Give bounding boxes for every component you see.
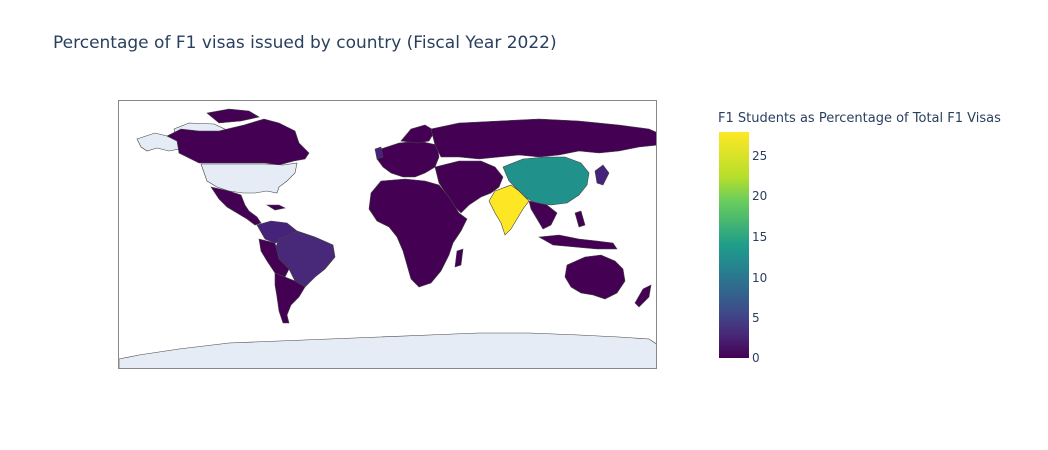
country-scandinavia[interactable] [400, 124, 436, 144]
chart-title: Percentage of F1 visas issued by country… [53, 33, 557, 53]
country-russia[interactable] [430, 118, 657, 160]
world-map[interactable] [118, 100, 657, 369]
country-mexico[interactable] [210, 186, 262, 226]
colorbar [719, 132, 749, 358]
country-africa[interactable] [368, 178, 468, 288]
country-uk[interactable] [374, 146, 384, 160]
country-canada[interactable] [166, 118, 310, 166]
colorbar-tick-15: 15 [752, 230, 768, 244]
country-antarctica[interactable] [119, 332, 657, 369]
country-new-zealand[interactable] [634, 284, 652, 308]
country-argentina[interactable] [274, 272, 306, 324]
country-indonesia[interactable] [538, 234, 618, 250]
country-southeast-asia[interactable] [528, 200, 558, 230]
country-madagascar[interactable] [454, 248, 464, 268]
country-canada-islands[interactable] [206, 108, 260, 124]
colorbar-title: F1 Students as Percentage of Total F1 Vi… [718, 111, 1001, 126]
colorbar-tick-20: 20 [752, 189, 768, 203]
country-india[interactable] [488, 184, 530, 236]
colorbar-tick-25: 25 [752, 149, 768, 163]
colorbar-tick-0: 0 [752, 351, 760, 365]
country-europe[interactable] [376, 140, 440, 178]
country-us-alaska[interactable] [136, 132, 180, 152]
country-usa[interactable] [200, 162, 298, 194]
country-australia[interactable] [564, 254, 626, 300]
country-japan[interactable] [594, 164, 610, 186]
country-caribbean[interactable] [265, 204, 286, 211]
colorbar-tick-10: 10 [752, 271, 768, 285]
map-canvas[interactable] [119, 101, 657, 369]
country-philippines[interactable] [574, 210, 586, 228]
colorbar-tick-5: 5 [752, 311, 760, 325]
